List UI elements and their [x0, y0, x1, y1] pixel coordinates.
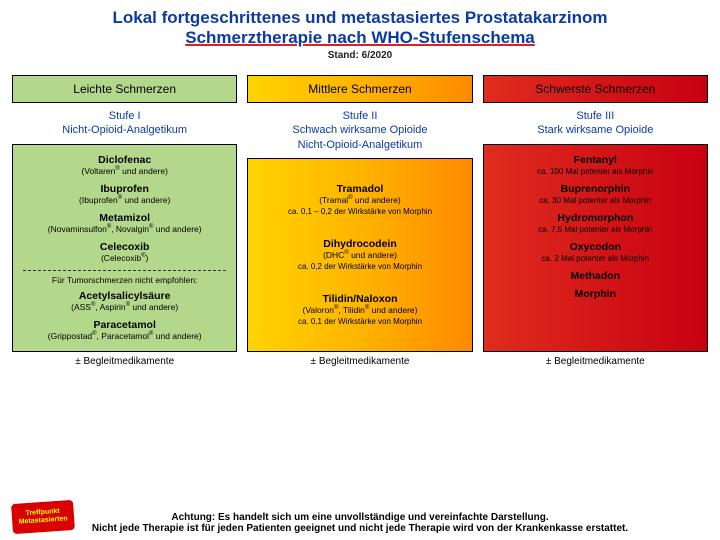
- stage-label: Stufe IIIStark wirksame Opioide: [483, 109, 708, 138]
- page: Lokal fortgeschrittenes und metastasiert…: [0, 0, 720, 540]
- date-stand: Stand: 6/2020: [12, 50, 708, 61]
- meds-box: Diclofenac(Voltaren® und andere)Ibuprofe…: [12, 144, 237, 352]
- stage-label: Stufe INicht-Opioid-Analgetikum: [12, 109, 237, 138]
- column-0: Leichte Schmerzen Stufe INicht-Opioid-Ana…: [12, 75, 237, 367]
- column-header: Schwerste Schmerzen: [483, 75, 708, 103]
- meds-box: Fentanylca. 100 Mal potenter als Morphin…: [483, 144, 708, 352]
- footer-warning: Achtung: Es handelt sich um eine unvolls…: [0, 512, 720, 534]
- column-header: Mittlere Schmerzen: [247, 75, 472, 103]
- meds-box: Tramadol(Tramal® und andere)ca. 0,1 – 0,…: [247, 158, 472, 352]
- begleit-label: ± Begleitmedikamente: [12, 356, 237, 367]
- title-line2: Schmerztherapie nach WHO-Stufenschema: [12, 28, 708, 48]
- begleit-label: ± Begleitmedikamente: [247, 356, 472, 367]
- footer-line1: Achtung: Es handelt sich um eine unvolls…: [18, 512, 702, 523]
- begleit-label: ± Begleitmedikamente: [483, 356, 708, 367]
- columns-container: Leichte Schmerzen Stufe INicht-Opioid-Ana…: [12, 75, 708, 367]
- title-line1: Lokal fortgeschrittenes und metastasiert…: [12, 8, 708, 28]
- column-2: Schwerste Schmerzen Stufe IIIStark wirksa…: [483, 75, 708, 367]
- column-1: Mittlere Schmerzen Stufe IISchwach wirksa…: [247, 75, 472, 367]
- footer-line2: Nicht jede Therapie ist für jeden Patien…: [18, 523, 702, 534]
- column-header: Leichte Schmerzen: [12, 75, 237, 103]
- stage-label: Stufe IISchwach wirksame OpioideNicht-Op…: [247, 109, 472, 152]
